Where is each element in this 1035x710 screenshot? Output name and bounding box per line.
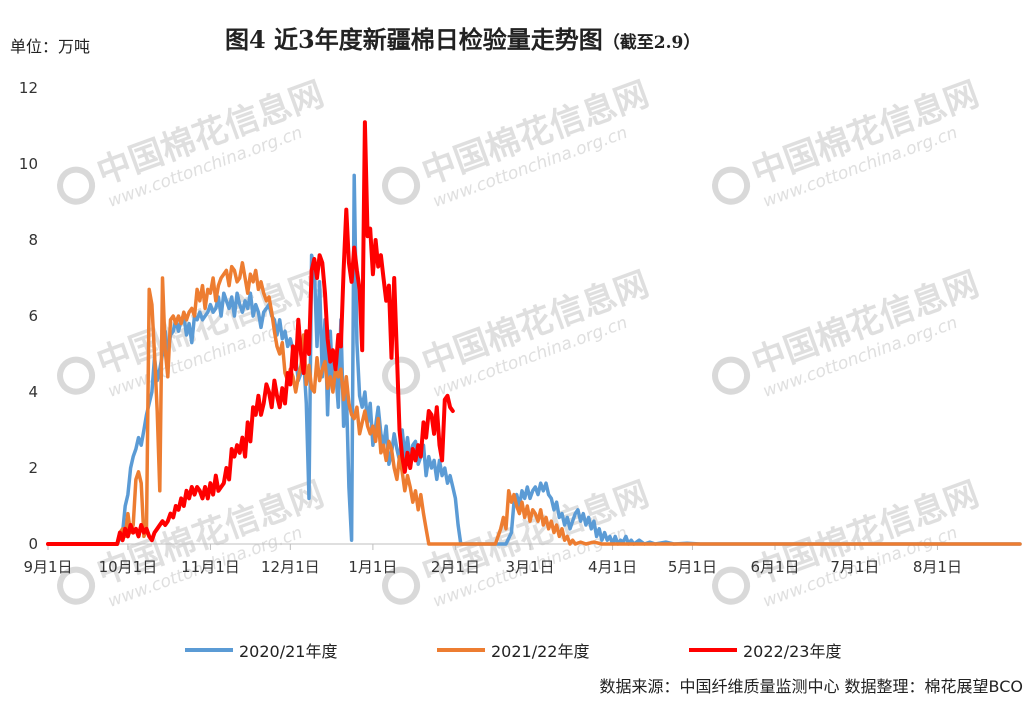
x-tick-label: 11月1日	[181, 558, 240, 576]
legend-swatch-2021	[437, 648, 485, 652]
legend-swatch-2022	[689, 648, 737, 652]
x-tick-label: 3月1日	[505, 558, 554, 576]
x-tick-label: 9月1日	[23, 558, 72, 576]
chart-title-note: （截至2.9）	[602, 33, 701, 53]
x-tick-label: 8月1日	[913, 558, 962, 576]
y-tick-label: 8	[28, 231, 38, 249]
chart-title: 图4 近3年度新疆棉日检验量走势图（截至2.9）	[225, 20, 700, 55]
x-tick-label: 10月1日	[99, 558, 158, 576]
legend-item-2021: 2021/22年度	[437, 638, 689, 662]
series-line-2020	[46, 173, 1022, 546]
y-tick-label: 6	[28, 307, 38, 325]
legend-label-2021: 2021/22年度	[491, 642, 590, 661]
watermark-logo-icon	[382, 566, 421, 605]
x-tick-label: 4月1日	[588, 558, 637, 576]
legend-label-2020: 2020/21年度	[239, 642, 338, 661]
x-tick-label: 7月1日	[830, 558, 879, 576]
legend-label-2022: 2022/23年度	[743, 642, 842, 661]
series-layer	[46, 120, 1022, 546]
legend-item-2020: 2020/21年度	[185, 638, 437, 662]
watermark-logo-icon	[712, 356, 751, 395]
series-line-2022	[46, 120, 455, 546]
axes: 0 2 4 6 8 10 12 9月1日 10月1日 11月1日 12月1日 1月1日 2月1日 3月1日…	[19, 79, 1020, 576]
y-tick-label: 4	[28, 383, 38, 401]
watermark-logo-icon	[57, 356, 96, 395]
x-tick-label: 1月1日	[348, 558, 397, 576]
watermark-logo-icon	[57, 566, 96, 605]
legend-item-2022: 2022/23年度	[689, 638, 941, 662]
y-unit-label: 单位：万吨	[10, 37, 91, 56]
legend: 2020/21年度 2021/22年度 2022/23年度	[185, 638, 941, 662]
chart-title-text: 图4 近3年度新疆棉日检验量走势图	[225, 25, 603, 54]
source-note: 数据来源：中国纤维质量监测中心 数据整理：棉花展望BCO	[599, 677, 1023, 696]
x-tick-label: 12月1日	[261, 558, 320, 576]
series-line-2021	[46, 261, 1022, 546]
watermark-logo-icon	[382, 356, 421, 395]
x-tick-label: 6月1日	[750, 558, 799, 576]
y-tick-label: 12	[19, 79, 38, 97]
y-tick-label: 0	[28, 535, 38, 553]
y-tick-label: 10	[19, 155, 38, 173]
watermark-logo-icon	[382, 166, 421, 205]
watermark-logo-icon	[57, 166, 96, 205]
watermark-logo-icon	[712, 566, 751, 605]
y-tick-label: 2	[28, 459, 38, 477]
x-tick-label: 2月1日	[431, 558, 480, 576]
legend-swatch-2020	[185, 648, 233, 652]
watermark-logo-icon	[712, 166, 751, 205]
x-tick-label: 5月1日	[668, 558, 717, 576]
